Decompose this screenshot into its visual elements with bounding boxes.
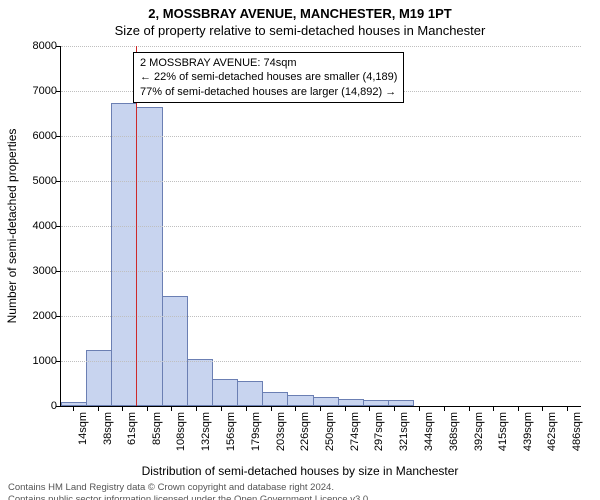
grid-line (61, 226, 581, 227)
histogram-bar (388, 400, 414, 406)
grid-line (61, 46, 581, 47)
x-tick-mark (98, 406, 99, 411)
histogram-bar (313, 397, 339, 406)
x-tick-mark (394, 406, 395, 411)
grid-line (61, 136, 581, 137)
histogram-bar (363, 400, 389, 407)
x-tick-label: 38sqm (102, 412, 114, 445)
info-line-2: ← 22% of semi-detached houses are smalle… (140, 70, 397, 84)
chart-title-sub: Size of property relative to semi-detach… (0, 21, 600, 38)
x-tick-mark (171, 406, 172, 411)
x-tick-label: 61sqm (126, 412, 138, 445)
y-tick-label: 1000 (33, 355, 57, 367)
x-tick-label: 321sqm (398, 412, 410, 451)
x-tick-mark (518, 406, 519, 411)
y-tick-label: 3000 (33, 265, 57, 277)
x-tick-label: 439sqm (522, 412, 534, 451)
chart-area: Number of semi-detached properties 2 MOS… (60, 46, 580, 406)
x-tick-label: 462sqm (546, 412, 558, 451)
x-tick-mark (493, 406, 494, 411)
x-tick-mark (567, 406, 568, 411)
footer-line-2: Contains public sector information licen… (8, 494, 592, 500)
x-tick-label: 203sqm (275, 412, 287, 451)
grid-line (61, 316, 581, 317)
x-tick-mark (542, 406, 543, 411)
x-tick-mark (122, 406, 123, 411)
info-line-1: 2 MOSSBRAY AVENUE: 74sqm (140, 56, 397, 70)
x-tick-label: 226sqm (299, 412, 311, 451)
x-tick-mark (369, 406, 370, 411)
y-tick-label: 2000 (33, 310, 57, 322)
histogram-bar (86, 350, 112, 406)
y-tick-label: 4000 (33, 220, 57, 232)
x-tick-label: 250sqm (324, 412, 336, 451)
grid-line (61, 361, 581, 362)
y-tick-label: 6000 (33, 130, 57, 142)
x-tick-mark (345, 406, 346, 411)
grid-line (61, 271, 581, 272)
x-tick-label: 415sqm (497, 412, 509, 451)
x-tick-label: 85sqm (151, 412, 163, 445)
x-tick-mark (246, 406, 247, 411)
x-tick-mark (221, 406, 222, 411)
x-tick-mark (196, 406, 197, 411)
x-tick-label: 274sqm (349, 412, 361, 451)
y-tick-label: 7000 (33, 85, 57, 97)
x-axis-label: Distribution of semi-detached houses by … (0, 464, 600, 478)
x-tick-mark (320, 406, 321, 411)
histogram-bar (237, 381, 263, 406)
histogram-bar (162, 296, 188, 406)
x-tick-mark (271, 406, 272, 411)
x-tick-label: 368sqm (448, 412, 460, 451)
x-tick-label: 132sqm (200, 412, 212, 451)
x-tick-label: 392sqm (473, 412, 485, 451)
x-tick-label: 297sqm (373, 412, 385, 451)
x-tick-mark (444, 406, 445, 411)
histogram-bar (61, 402, 87, 406)
x-tick-mark (419, 406, 420, 411)
chart-title-main: 2, MOSSBRAY AVENUE, MANCHESTER, M19 1PT (0, 0, 600, 21)
histogram-bar (187, 359, 213, 406)
x-tick-label: 108sqm (175, 412, 187, 451)
x-tick-mark (147, 406, 148, 411)
plot-region: 2 MOSSBRAY AVENUE: 74sqm ← 22% of semi-d… (60, 46, 581, 407)
x-tick-mark (73, 406, 74, 411)
x-tick-label: 344sqm (423, 412, 435, 451)
footer: Contains HM Land Registry data © Crown c… (0, 478, 600, 500)
y-tick-label: 5000 (33, 175, 57, 187)
x-tick-label: 486sqm (571, 412, 583, 451)
x-tick-label: 156sqm (225, 412, 237, 451)
histogram-bar (262, 392, 288, 406)
x-tick-mark (295, 406, 296, 411)
y-axis-label: Number of semi-detached properties (5, 129, 19, 324)
x-tick-mark (469, 406, 470, 411)
info-line-3: 77% of semi-detached houses are larger (… (140, 85, 397, 99)
footer-line-1: Contains HM Land Registry data © Crown c… (8, 482, 592, 494)
y-tick-label: 0 (51, 400, 57, 412)
grid-line (61, 181, 581, 182)
histogram-bar (338, 399, 364, 406)
histogram-bar (212, 379, 238, 406)
histogram-bar (287, 395, 313, 406)
y-tick-label: 8000 (33, 40, 57, 52)
x-tick-label: 179sqm (250, 412, 262, 451)
x-tick-label: 14sqm (77, 412, 89, 445)
info-box: 2 MOSSBRAY AVENUE: 74sqm ← 22% of semi-d… (133, 52, 404, 103)
